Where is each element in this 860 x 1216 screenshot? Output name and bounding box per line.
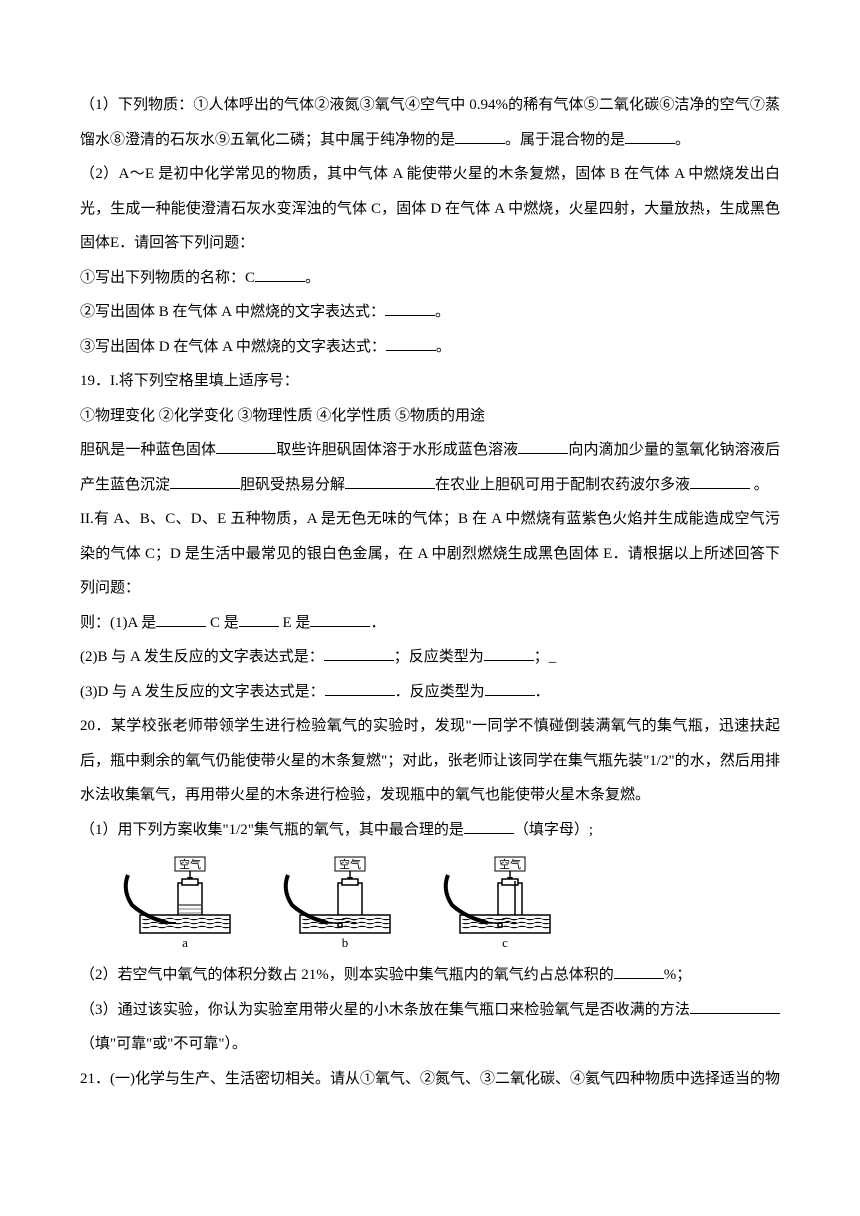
q20-2: （2）若空气中氧气的体积分数占 21%，则本实验中集气瓶内的氧气约占总体积的 %；: [80, 958, 780, 993]
blank: [625, 129, 675, 144]
text: （2）A～E 是初中化学常见的物质，其中气体 A 能使带火星的木条复燃，固体 B…: [80, 166, 780, 251]
text: C 是: [206, 615, 239, 631]
q19-II-2: (2)B 与 A 发生反应的文字表达式是： ；反应类型为 ；_: [80, 640, 780, 675]
text: ；_: [534, 649, 557, 665]
text: 。: [675, 132, 690, 148]
text: ．: [535, 684, 550, 700]
diagram-a-icon: 空气 a: [120, 855, 240, 950]
q20-intro: 20．某学校张老师带领学生进行检验氧气的实验时，发现"一同学不慎碰倒装满氧气的集…: [80, 709, 780, 813]
q18-2: （2）A～E 是初中化学常见的物质，其中气体 A 能使带火星的木条复燃，固体 B…: [80, 157, 780, 261]
diagram-c-icon: 空气 c: [440, 855, 560, 950]
blank: [464, 819, 514, 834]
q19-opts: ①物理变化 ②化学变化 ③物理性质 ④化学性质 ⑤物质的用途: [80, 399, 780, 434]
text: ③写出固体 D 在气体 A 中燃烧的文字表达式：: [80, 339, 386, 355]
blank: [690, 474, 750, 489]
text: 。: [750, 477, 769, 493]
text: 在农业上胆矾可用于配制农药波尔多液: [435, 477, 690, 493]
fig-label: b: [342, 935, 349, 950]
q20-1: （1）用下列方案收集"1/2"集气瓶的氧气，其中最合理的是 （填字母）;: [80, 813, 780, 848]
figure-row: 空气 a 空气: [120, 855, 780, 950]
blank: [325, 681, 395, 696]
q18-1: （1）下列物质：①人体呼出的气体②液氮③氧气④空气中 0.94%的稀有气体⑤二氧…: [80, 88, 780, 157]
figure-a: 空气 a: [120, 855, 240, 950]
text: 取些许胆矾固体溶于水形成蓝色溶液: [276, 442, 518, 458]
blank: [385, 301, 435, 316]
text: （1）用下列方案收集"1/2"集气瓶的氧气，其中最合理的是: [80, 822, 464, 838]
text: ；反应类型为: [394, 649, 484, 665]
figure-b: 空气 b: [280, 855, 400, 950]
air-label: 空气: [179, 857, 201, 871]
q19-II: II.有 A、B、C、D、E 五种物质，A 是无色无味的气体；B 在 A 中燃烧…: [80, 502, 780, 606]
blank: [255, 267, 305, 282]
blank: [690, 999, 780, 1014]
text: 胆矾受热易分解: [240, 477, 345, 493]
blank: [518, 439, 568, 454]
text: （3）通过该实验，你认为实验室用带火星的小木条放在集气瓶口来检验氧气是否收满的方…: [80, 1002, 690, 1018]
blank: [614, 964, 664, 979]
blank: [485, 681, 535, 696]
q18-2-2: ②写出固体 B 在气体 A 中燃烧的文字表达式： 。: [80, 295, 780, 330]
blank: [484, 646, 534, 661]
blank: [455, 129, 505, 144]
text: （填"可靠"或"不可靠"）。: [80, 1036, 247, 1052]
text: 。: [435, 304, 450, 320]
text: 。属于混合物的是: [505, 132, 625, 148]
blank: [239, 612, 279, 627]
text: 胆矾是一种蓝色固体: [80, 442, 216, 458]
text: E 是: [279, 615, 311, 631]
text: （填字母）;: [514, 822, 593, 838]
blank: [156, 612, 206, 627]
text: ②写出固体 B 在气体 A 中燃烧的文字表达式：: [80, 304, 385, 320]
air-label: 空气: [339, 857, 361, 871]
fig-label: c: [502, 935, 508, 950]
fig-label: a: [182, 935, 188, 950]
blank: [324, 646, 394, 661]
text: （2）若空气中氧气的体积分数占 21%，则本实验中集气瓶内的氧气约占总体积的: [80, 967, 614, 983]
blank: [216, 439, 276, 454]
blank: [386, 336, 436, 351]
q18-2-1: ①写出下列物质的名称：C 。: [80, 261, 780, 296]
diagram-b-icon: 空气 b: [280, 855, 400, 950]
q21: 21．(一)化学与生产、生活密切相关。请从①氧气、②氮气、③二氧化碳、④氦气四种…: [80, 1062, 780, 1097]
text: 。: [436, 339, 451, 355]
text: ．反应类型为: [395, 684, 485, 700]
blank: [310, 612, 370, 627]
text: (2)B 与 A 发生反应的文字表达式是：: [80, 649, 324, 665]
q19-II-1: 则：(1)A 是 C 是 E 是 ．: [80, 606, 780, 641]
figure-c: 空气 c: [440, 855, 560, 950]
q19-I: 19．I.将下列空格里填上适序号：: [80, 364, 780, 399]
blank: [345, 474, 435, 489]
air-label: 空气: [499, 857, 521, 871]
text: %；: [664, 967, 692, 983]
text: ①写出下列物质的名称：C: [80, 270, 255, 286]
q20-3: （3）通过该实验，你认为实验室用带火星的小木条放在集气瓶口来检验氧气是否收满的方…: [80, 993, 780, 1062]
q18-2-3: ③写出固体 D 在气体 A 中燃烧的文字表达式： 。: [80, 330, 780, 365]
text: ．: [370, 615, 385, 631]
blank: [170, 474, 240, 489]
text: (3)D 与 A 发生反应的文字表达式是：: [80, 684, 325, 700]
text: 则：(1)A 是: [80, 615, 156, 631]
q19-text: 胆矾是一种蓝色固体取些许胆矾固体溶于水形成蓝色溶液向内滴加少量的氢氧化钠溶液后产…: [80, 433, 780, 502]
q19-II-3: (3)D 与 A 发生反应的文字表达式是： ．反应类型为 ．: [80, 675, 780, 710]
text: 。: [305, 270, 320, 286]
